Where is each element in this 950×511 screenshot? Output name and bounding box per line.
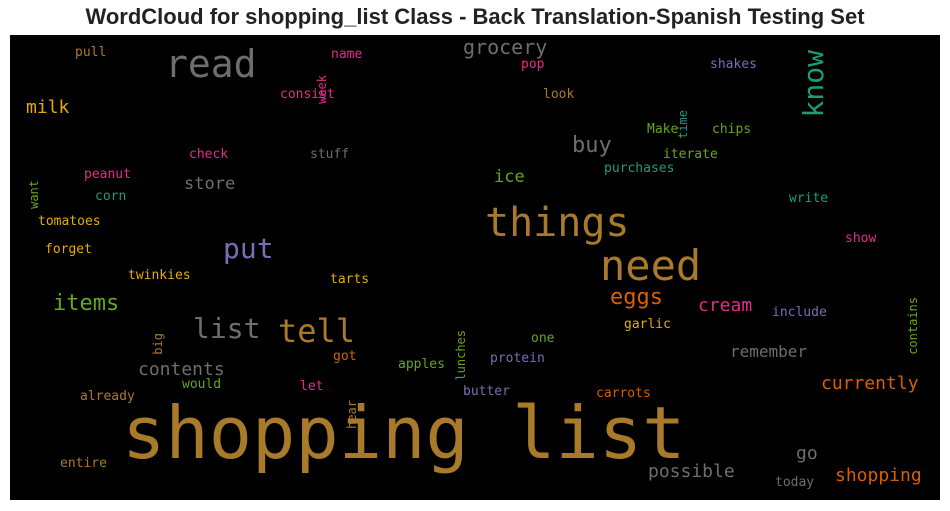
word-ice: ice — [494, 167, 525, 187]
word-twinkies: twinkies — [128, 268, 191, 283]
word-name: name — [331, 47, 363, 62]
word-one: one — [531, 331, 555, 346]
wordcloud-canvas: shopping list need things read tell list put kn… — [10, 35, 940, 500]
word-stuff: stuff — [310, 147, 350, 162]
chart-title: WordCloud for shopping_list Class - Back… — [85, 4, 865, 29]
word-list: list — [193, 312, 261, 345]
word-purchases: purchases — [604, 161, 675, 176]
word-show: show — [845, 231, 877, 246]
word-tarts: tarts — [330, 272, 370, 287]
word-peanut: peanut — [84, 167, 131, 182]
word-eggs: eggs — [610, 285, 663, 310]
word-pull: pull — [75, 45, 107, 60]
word-put: put — [223, 232, 274, 265]
word-butter: butter — [463, 384, 510, 399]
word-week: week — [315, 75, 329, 104]
word-let: let — [300, 379, 324, 394]
word-hear: hear — [345, 400, 359, 429]
word-big: big — [151, 333, 165, 355]
word-need: need — [600, 241, 702, 290]
word-shopping-list: shopping list — [122, 391, 686, 475]
word-corn: corn — [95, 189, 127, 204]
word-want: want — [27, 180, 41, 209]
word-got: got — [333, 349, 357, 364]
word-check: check — [189, 147, 229, 162]
word-contents: contents — [138, 359, 225, 380]
word-chips: chips — [712, 122, 752, 137]
word-currently: currently — [821, 373, 919, 394]
word-shakes: shakes — [710, 57, 757, 72]
word-cream: cream — [698, 295, 753, 316]
word-tomatoes: tomatoes — [38, 214, 101, 229]
word-time: time — [676, 110, 690, 139]
word-possible: possible — [648, 461, 735, 482]
word-include: include — [772, 305, 827, 320]
word-tell: tell — [278, 312, 356, 350]
word-already: already — [80, 389, 135, 404]
word-forget: forget — [45, 242, 92, 257]
word-make: Make — [647, 122, 679, 137]
word-garlic: garlic — [624, 317, 671, 332]
word-apples: apples — [398, 357, 445, 372]
word-pop: pop — [521, 57, 545, 72]
word-write: write — [789, 191, 829, 206]
word-know: know — [797, 50, 830, 118]
word-remember: remember — [730, 342, 808, 361]
word-would: would — [182, 377, 222, 392]
word-iterate: iterate — [663, 147, 718, 162]
word-items: items — [53, 291, 120, 316]
word-store: store — [184, 174, 236, 194]
word-carrots: carrots — [596, 386, 651, 401]
word-buy: buy — [572, 133, 612, 158]
word-read: read — [165, 42, 257, 86]
word-things: things — [485, 200, 630, 246]
word-today: today — [775, 475, 815, 490]
word-look: look — [543, 87, 575, 102]
word-shopping: shopping — [835, 465, 922, 486]
word-protein: protein — [490, 351, 545, 366]
word-milk: milk — [26, 97, 70, 118]
word-grocery: grocery — [463, 35, 548, 59]
word-contains: contains — [906, 297, 920, 355]
word-go: go — [796, 443, 818, 464]
word-consist: consist — [280, 87, 335, 102]
word-entire: entire — [60, 456, 107, 471]
word-lunches: lunches — [454, 330, 468, 381]
